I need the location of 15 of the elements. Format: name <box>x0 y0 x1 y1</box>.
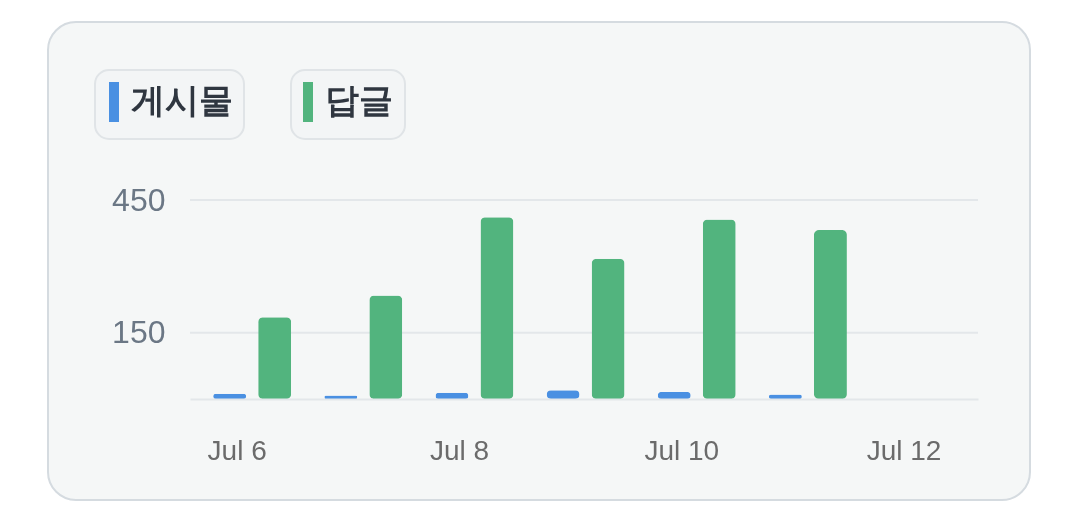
x-tick-label: Jul 6 <box>207 434 267 466</box>
legend-label: 답글 <box>325 81 393 119</box>
x-tick-label: Jul 12 <box>866 434 942 466</box>
bar <box>369 295 403 399</box>
x-tick-label: Jul 8 <box>429 434 490 466</box>
y-tick-label: 450 <box>112 181 166 218</box>
bar <box>591 258 625 399</box>
bar <box>657 391 691 399</box>
bar <box>813 230 847 399</box>
bar <box>480 217 514 399</box>
y-tick-label: 150 <box>112 314 166 351</box>
x-tick-label: Jul 10 <box>644 434 720 466</box>
legend-label: 게시물 <box>131 81 233 119</box>
bar <box>258 317 292 399</box>
bar <box>702 219 736 399</box>
